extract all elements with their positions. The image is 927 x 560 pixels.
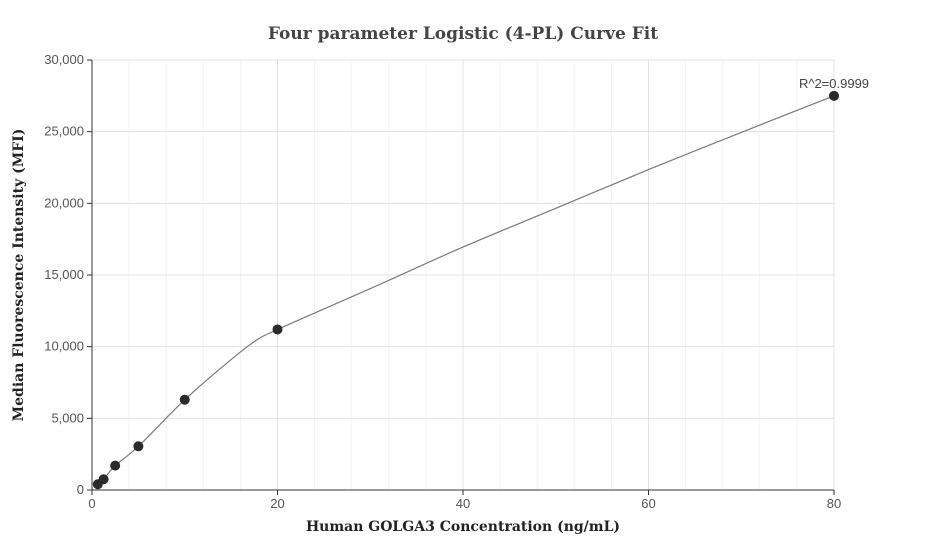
- x-tick-label: 20: [270, 496, 284, 511]
- x-tick-label: 40: [456, 496, 470, 511]
- fit-curve: [97, 95, 835, 485]
- x-tick-label: 80: [827, 496, 841, 511]
- x-axis-label: Human GOLGA3 Concentration (ng/mL): [306, 519, 620, 535]
- y-tick-label: 5,000: [51, 410, 84, 425]
- data-point: [133, 441, 144, 452]
- data-point: [98, 474, 109, 485]
- y-tick-label: 25,000: [44, 124, 84, 139]
- y-tick-label: 20,000: [44, 195, 84, 210]
- y-axis-label: Median Fluorescence Intensity (MFI): [11, 129, 27, 422]
- data-point: [110, 460, 121, 471]
- data-point: [829, 90, 839, 101]
- x-tick-label: 60: [641, 496, 655, 511]
- y-tick-label: 10,000: [44, 339, 84, 354]
- y-tick-label: 0: [77, 482, 84, 497]
- data-point: [272, 324, 283, 335]
- series: [92, 90, 839, 490]
- y-tick-label: 15,000: [44, 267, 84, 282]
- y-tick-label: 30,000: [44, 52, 84, 67]
- axes: [87, 59, 835, 495]
- data-point: [179, 394, 190, 405]
- r-squared-annotation: R^2=0.9999: [799, 76, 869, 91]
- tick-labels: 0 20 40 60 80 0 5,000 10,000 15,000 20,000 25,000 3…: [44, 52, 841, 511]
- grid: [92, 59, 835, 490]
- chart-title: Four parameter Logistic (4-PL) Curve Fit: [268, 24, 658, 44]
- x-tick-label: 0: [88, 496, 95, 511]
